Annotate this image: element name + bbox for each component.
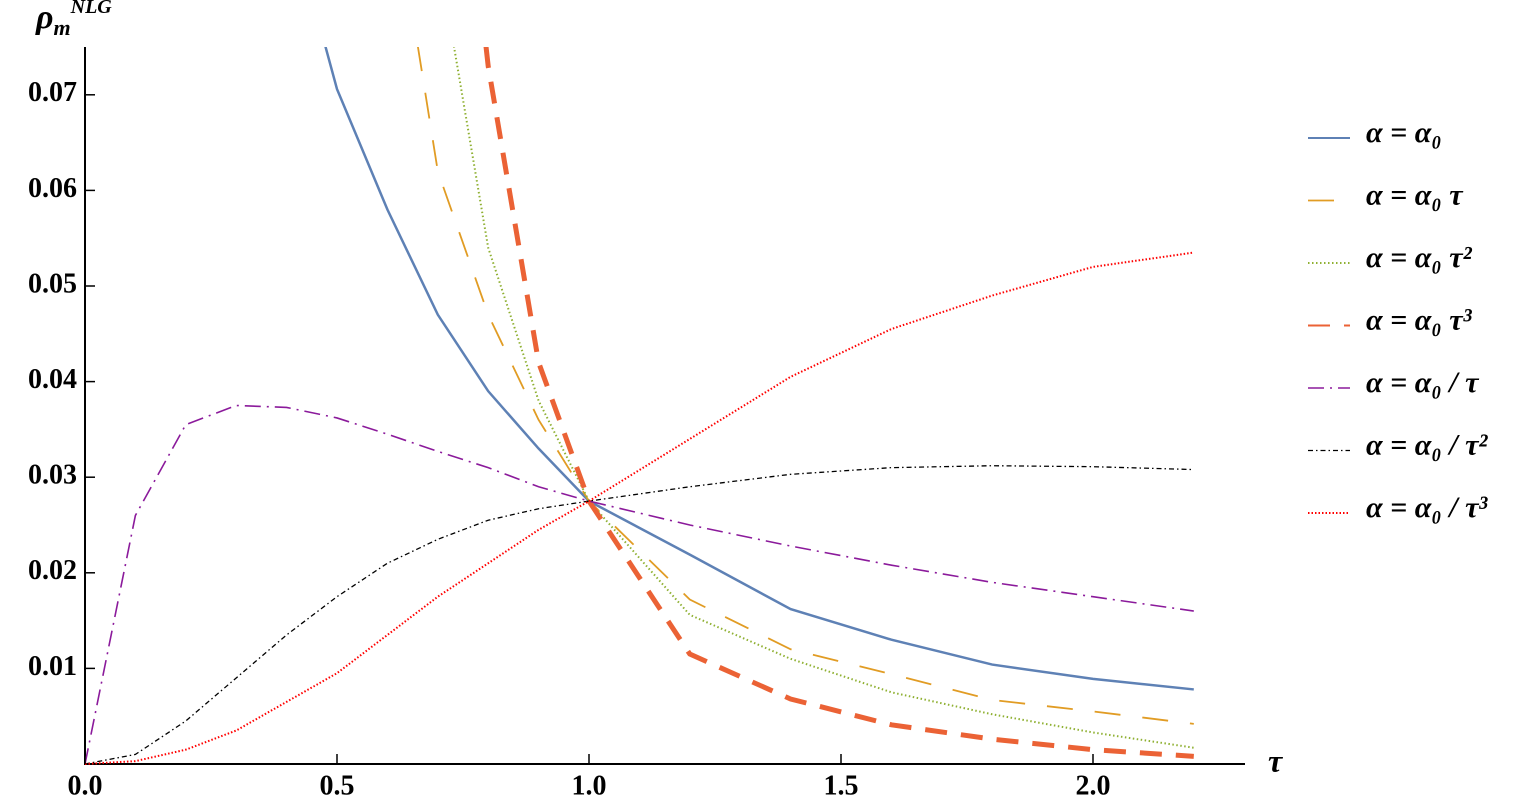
series-line (483, 47, 1194, 759)
y-tick-label: 0.03 (28, 460, 77, 491)
y-tick-label: 0.02 (28, 555, 77, 586)
series-line (324, 47, 1194, 691)
y-tick-label: 0.05 (28, 268, 77, 299)
y-label-base: ρ (35, 0, 54, 36)
y-label-sub: m (54, 15, 71, 40)
y-tick-label: 0.01 (28, 651, 77, 682)
series-line (85, 465, 1194, 765)
legend-label: α = α₀ τ² (1366, 241, 1473, 274)
x-tick-label: 0.5 (320, 770, 355, 801)
x-tick-label: 1.5 (824, 770, 859, 801)
legend-label: α = α₀ τ (1366, 178, 1464, 211)
y-axis-label: ρmNLG (35, 0, 112, 40)
x-tick-label: 2.0 (1076, 770, 1111, 801)
x-tick-label: 1.0 (572, 770, 607, 801)
legend-label: α = α₀ (1366, 116, 1442, 149)
y-tick-label: 0.06 (28, 173, 77, 204)
y-label-sup: NLG (70, 0, 113, 18)
legend-label: α = α₀ τ³ (1366, 303, 1473, 336)
x-axis-label: τ (1268, 742, 1284, 778)
series-line (85, 251, 1194, 765)
series-line (85, 404, 1194, 765)
legend-label: α = α₀ / τ³ (1366, 491, 1488, 524)
series-line (417, 47, 1194, 725)
plot-area (85, 47, 1194, 765)
legend-label: α = α₀ / τ (1366, 366, 1480, 399)
x-tick-label: 0.0 (68, 770, 103, 801)
legend-label: α = α₀ / τ² (1366, 428, 1488, 461)
y-tick-label: 0.04 (28, 364, 77, 395)
y-tick-label: 0.07 (28, 77, 77, 108)
series-line (453, 47, 1194, 749)
